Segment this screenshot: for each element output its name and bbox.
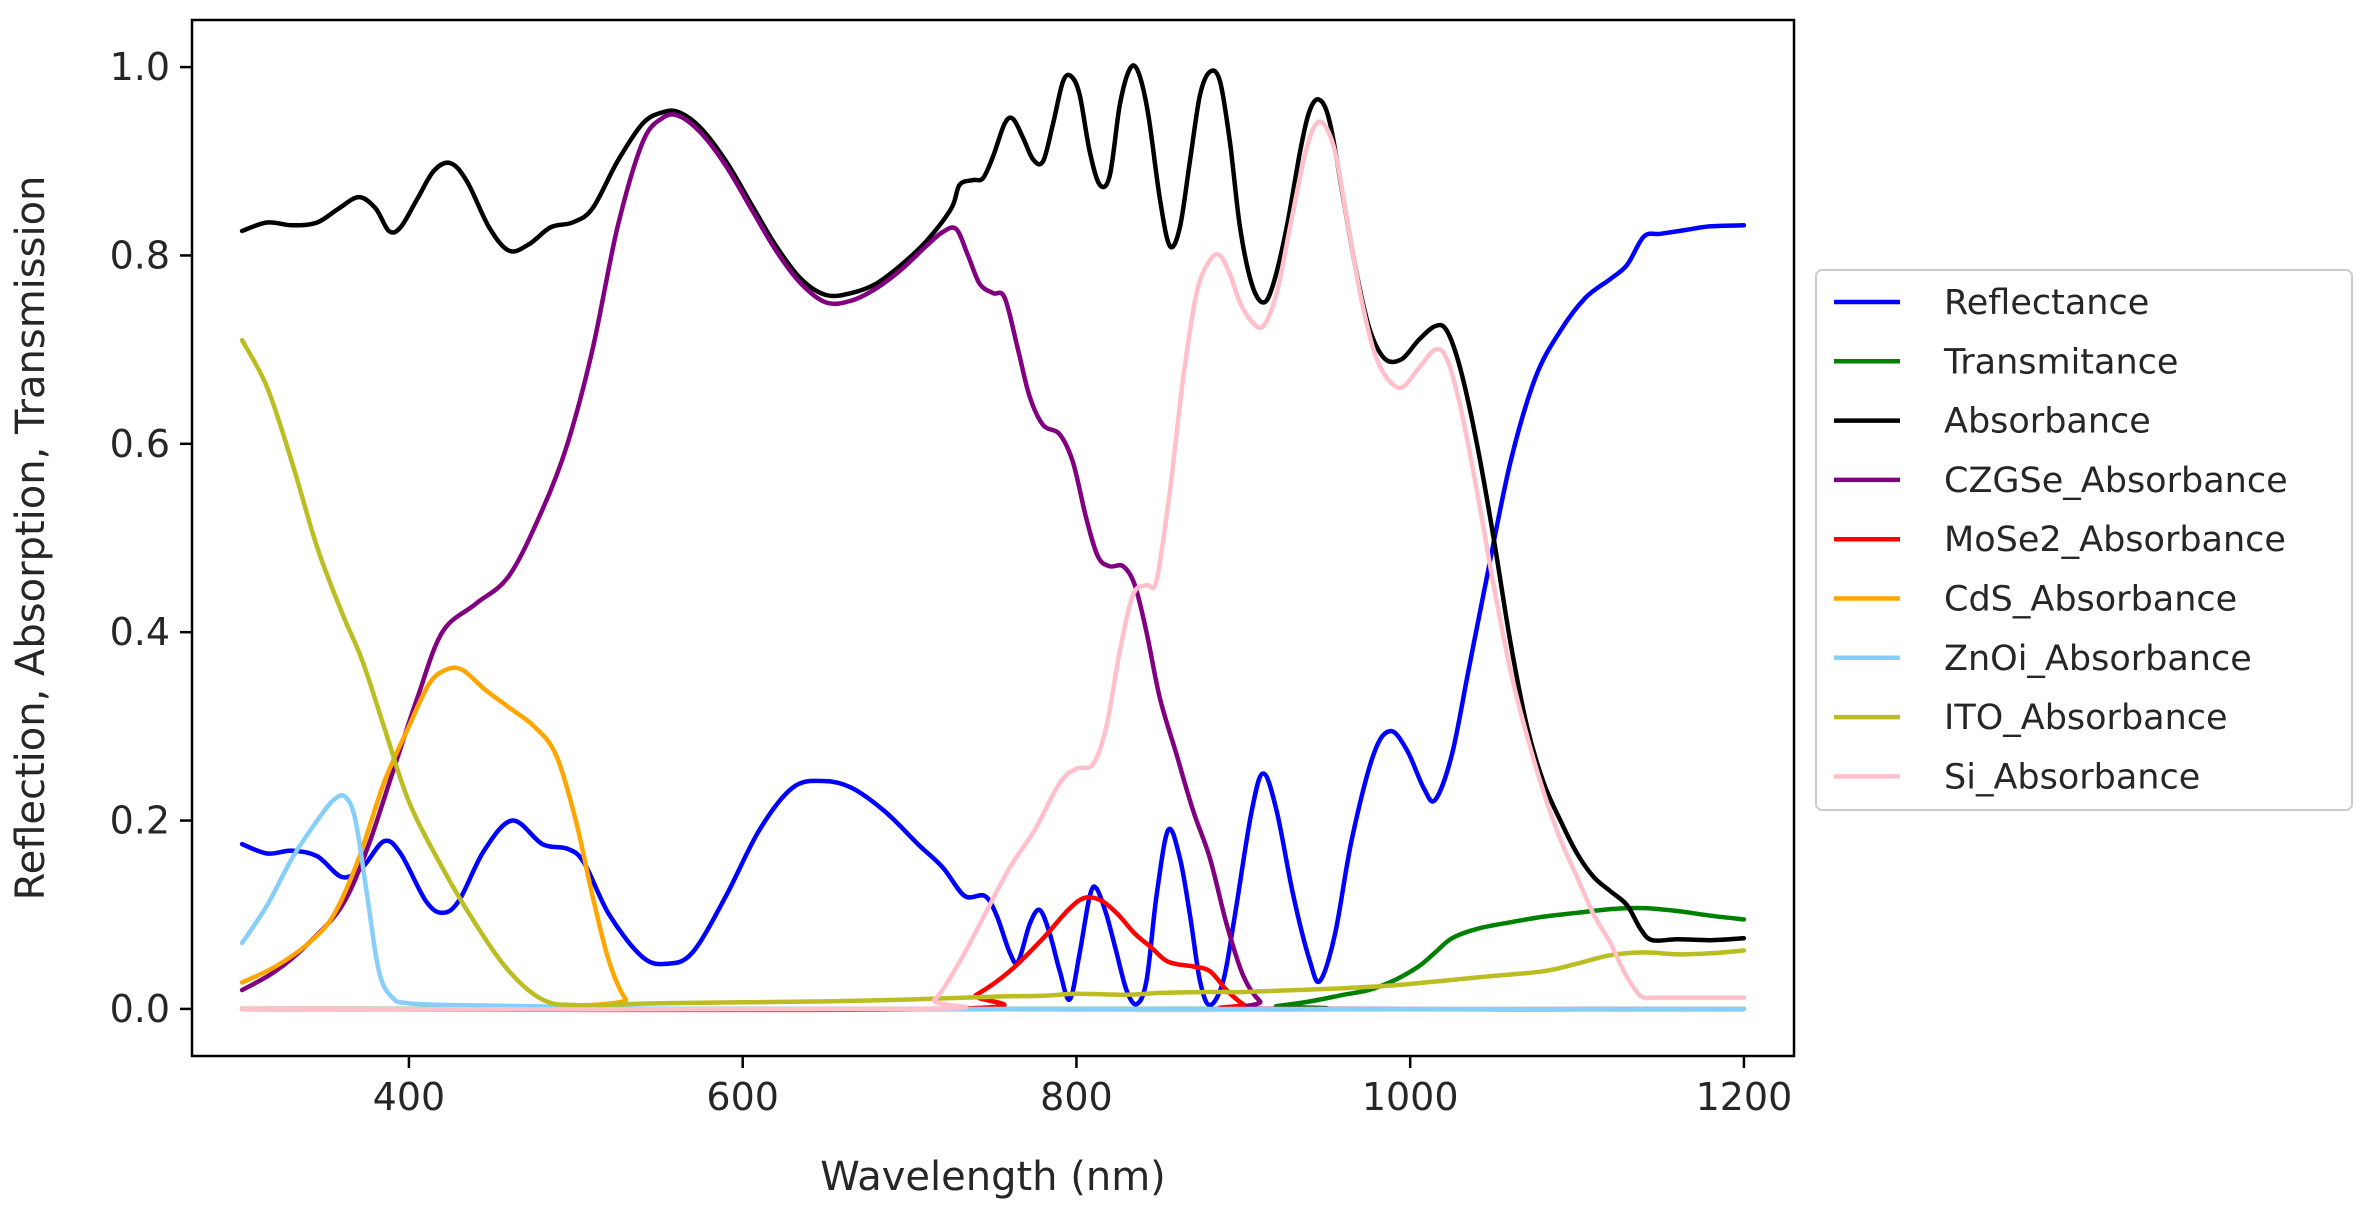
legend-label: Si_Absorbance [1944, 757, 2200, 797]
series-line-cds-absorbance [239, 665, 1747, 1012]
legend-label: Reflectance [1944, 283, 2149, 323]
legend-label: CdS_Absorbance [1944, 580, 2237, 620]
y-tick-label: 1.0 [110, 45, 170, 89]
legend-label: Absorbance [1944, 402, 2151, 442]
series-line-ito-absorbance [239, 337, 1747, 1008]
y-axis-ticks: 0.0 0.2 0.4 0.6 0.8 1.0 [110, 45, 192, 1031]
legend-items: Reflectance Transmitance Absorbance CZGSe_A… [1834, 283, 2288, 797]
legend-label: Transmitance [1943, 342, 2178, 382]
x-tick-label: 400 [373, 1075, 446, 1119]
x-tick-label: 1000 [1362, 1075, 1459, 1119]
legend-label: ITO_Absorbance [1944, 698, 2228, 738]
series-line-reflectance [239, 223, 1747, 1008]
legend-label: MoSe2_Absorbance [1944, 520, 2286, 560]
x-tick-label: 600 [706, 1075, 779, 1119]
y-axis-label: Reflection, Absorption, Transmission [8, 176, 54, 901]
y-tick-label: 0.8 [110, 233, 170, 277]
y-tick-label: 0.4 [110, 610, 170, 654]
x-axis-ticks: 400 600 800 1000 1200 [373, 1056, 1793, 1119]
x-tick-label: 800 [1040, 1075, 1113, 1119]
legend: Reflectance Transmitance Absorbance CZGSe_A… [1815, 269, 2353, 811]
series-line-absorbance [239, 63, 1747, 944]
series-line-transmitance [239, 905, 1747, 1012]
series-line-si-absorbance [239, 119, 1747, 1012]
y-tick-label: 0.6 [110, 422, 170, 466]
x-tick-label: 1200 [1696, 1075, 1793, 1119]
y-tick-label: 0.0 [110, 987, 170, 1031]
series-line-mose2-absorbance [239, 894, 1747, 1013]
legend-label: ZnOi_Absorbance [1944, 639, 2252, 679]
series-line-czgse-absorbance [239, 112, 1747, 1012]
legend-frame [1815, 269, 2353, 811]
series-layer [239, 63, 1747, 1013]
x-axis-label: Wavelength (nm) [820, 1154, 1166, 1200]
plot-area-frame [190, 18, 1796, 1058]
legend-label: CZGSe_Absorbance [1944, 461, 2288, 501]
y-tick-label: 0.2 [110, 799, 170, 843]
